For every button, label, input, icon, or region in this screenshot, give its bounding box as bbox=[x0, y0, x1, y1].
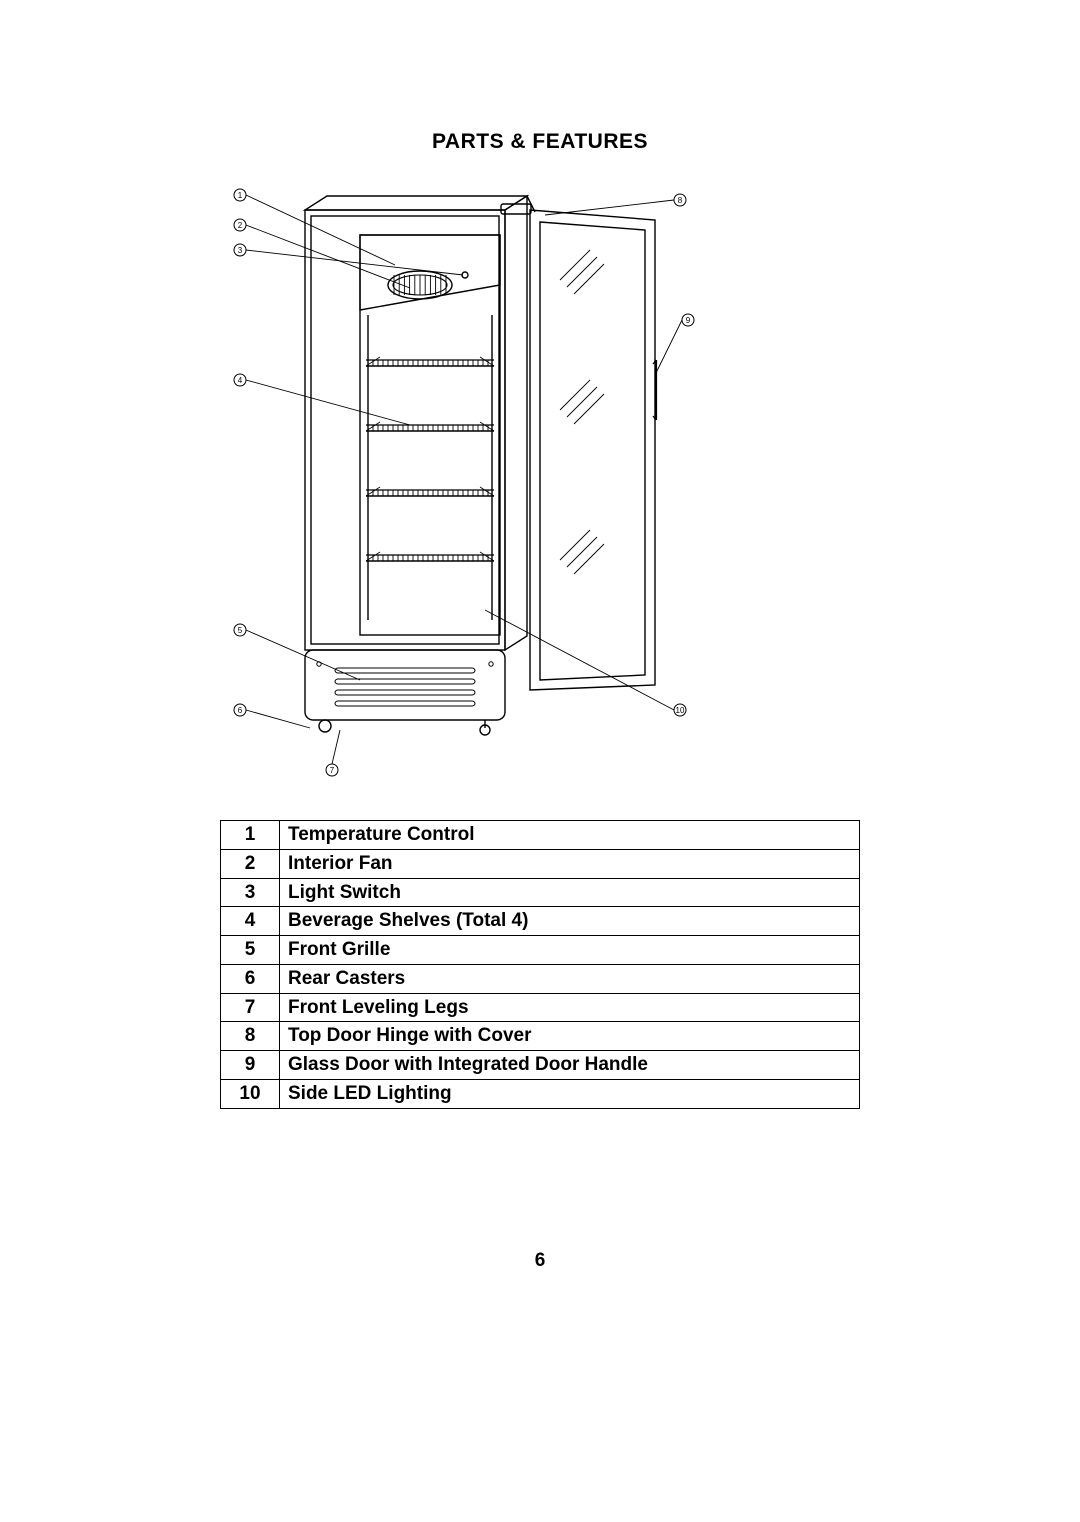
table-row: 10Side LED Lighting bbox=[221, 1079, 860, 1108]
part-number: 7 bbox=[221, 993, 280, 1022]
page-number: 6 bbox=[0, 1250, 1080, 1272]
part-number: 10 bbox=[221, 1079, 280, 1108]
svg-text:9: 9 bbox=[686, 316, 691, 325]
part-label: Rear Casters bbox=[280, 964, 860, 993]
table-row: 9Glass Door with Integrated Door Handle bbox=[221, 1051, 860, 1080]
part-number: 2 bbox=[221, 849, 280, 878]
part-label: Front Leveling Legs bbox=[280, 993, 860, 1022]
svg-text:2: 2 bbox=[238, 221, 243, 230]
parts-table: 1Temperature Control2Interior Fan3Light … bbox=[220, 820, 860, 1109]
part-label: Top Door Hinge with Cover bbox=[280, 1022, 860, 1051]
part-label: Interior Fan bbox=[280, 849, 860, 878]
part-number: 4 bbox=[221, 907, 280, 936]
parts-diagram: 1 2 3 4 5 6 7 8 9 10 bbox=[210, 180, 710, 780]
svg-text:10: 10 bbox=[676, 706, 685, 715]
part-number: 9 bbox=[221, 1051, 280, 1080]
svg-text:7: 7 bbox=[330, 766, 335, 775]
table-row: 4Beverage Shelves (Total 4) bbox=[221, 907, 860, 936]
part-number: 1 bbox=[221, 821, 280, 850]
part-label: Glass Door with Integrated Door Handle bbox=[280, 1051, 860, 1080]
part-number: 8 bbox=[221, 1022, 280, 1051]
svg-text:3: 3 bbox=[238, 246, 243, 255]
part-label: Side LED Lighting bbox=[280, 1079, 860, 1108]
part-number: 3 bbox=[221, 878, 280, 907]
svg-text:5: 5 bbox=[238, 626, 243, 635]
table-row: 3Light Switch bbox=[221, 878, 860, 907]
part-number: 5 bbox=[221, 936, 280, 965]
part-label: Front Grille bbox=[280, 936, 860, 965]
svg-text:6: 6 bbox=[238, 706, 243, 715]
table-row: 8Top Door Hinge with Cover bbox=[221, 1022, 860, 1051]
svg-text:8: 8 bbox=[678, 196, 683, 205]
table-row: 7Front Leveling Legs bbox=[221, 993, 860, 1022]
part-label: Beverage Shelves (Total 4) bbox=[280, 907, 860, 936]
part-label: Temperature Control bbox=[280, 821, 860, 850]
svg-text:1: 1 bbox=[238, 191, 243, 200]
table-row: 5Front Grille bbox=[221, 936, 860, 965]
table-row: 2Interior Fan bbox=[221, 849, 860, 878]
part-number: 6 bbox=[221, 964, 280, 993]
page-title: PARTS & FEATURES bbox=[0, 130, 1080, 154]
table-row: 6Rear Casters bbox=[221, 964, 860, 993]
table-row: 1Temperature Control bbox=[221, 821, 860, 850]
part-label: Light Switch bbox=[280, 878, 860, 907]
svg-text:4: 4 bbox=[238, 376, 243, 385]
